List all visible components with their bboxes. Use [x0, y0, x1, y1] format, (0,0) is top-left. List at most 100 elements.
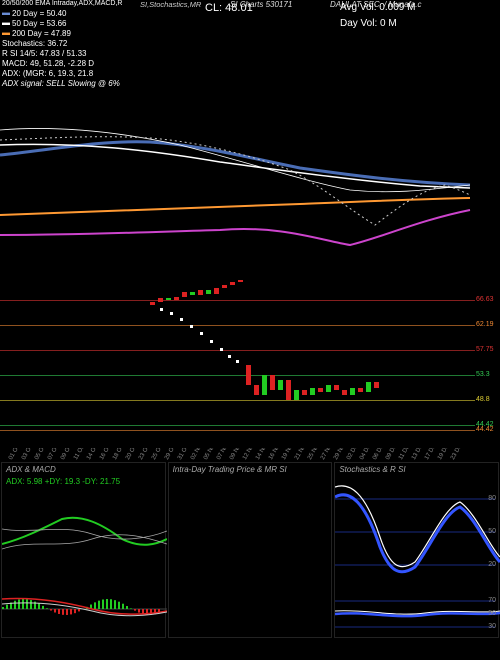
price-level-line [0, 375, 475, 376]
candle-body [230, 282, 235, 285]
candle-body [222, 285, 227, 288]
stoch-50: 50 [488, 528, 496, 535]
price-level-line [0, 430, 475, 431]
price-level-line [0, 350, 475, 351]
date-tick: 31 Oct [177, 448, 191, 460]
candle-body [270, 375, 275, 390]
candle-body [278, 380, 283, 390]
rsi-70: 70 [488, 597, 496, 604]
price-level-line [0, 400, 475, 401]
candle-body [166, 298, 171, 300]
candle-body [366, 382, 371, 392]
candle-chart: 66.6362.1957.7553.348.844.4244.42 01 Oct… [0, 260, 500, 460]
ma-chart [0, 90, 500, 260]
bottom-panels: ADX & MACD ADX: 5.98 +DY: 19.3 -DY: 21.7… [0, 460, 500, 640]
panel2-title: Intra-Day Trading Price & MR SI [173, 465, 287, 474]
trail-dot [200, 332, 203, 335]
adx-signal: ADX signal: SELL Slowing @ 6% [2, 79, 120, 88]
stoch-80: 80 [488, 495, 496, 502]
avg-vol: Avg Vol: 0.009 M [340, 2, 415, 13]
rsi-label: R SI 14/5: 47.83 / 51.33 [2, 49, 87, 58]
date-tick: 23 Dec [450, 448, 465, 460]
candle-body [310, 388, 315, 395]
stoch-label: Stochastics: 36.72 [2, 39, 67, 48]
candle-body [150, 302, 155, 305]
rsi-svg [335, 589, 500, 639]
candle-body [246, 365, 251, 385]
stoch-svg [335, 477, 500, 587]
candle-body [238, 280, 243, 282]
marker-ema20-icon: ▬ [2, 8, 10, 17]
macd-svg [2, 579, 167, 639]
date-tick: 11 Dec [398, 448, 412, 460]
candle-body [198, 290, 203, 295]
date-tick: 16 Oct [99, 448, 113, 460]
candle-body [206, 290, 211, 294]
rsi-30: 30 [488, 623, 496, 630]
adx-label: ADX: (MGR: 6, 19.3, 21.8 [2, 69, 93, 78]
candle-body [334, 385, 339, 390]
price-level-label: 44.42 [476, 426, 500, 433]
price-level-line [0, 300, 475, 301]
intraday-panel: Intra-Day Trading Price & MR SI [168, 462, 333, 638]
adx-reading: ADX: 5.98 +DY: 19.3 -DY: 21.75 [6, 477, 120, 486]
price-level-line [0, 325, 475, 326]
price-level-label: 53.3 [476, 371, 500, 378]
trail-dot [180, 318, 183, 321]
candle-body [342, 390, 347, 395]
marker-ema200-icon: ▬ [2, 28, 10, 37]
trail-dot [210, 340, 213, 343]
header-region: 20/50/200 EMA Intraday,ADX,MACD,R SI,Sto… [0, 0, 500, 90]
candle-body [174, 297, 179, 300]
candle-body [302, 390, 307, 395]
adx-macd-panel: ADX & MACD ADX: 5.98 +DY: 19.3 -DY: 21.7… [1, 462, 166, 638]
marker-ema50-icon: ▬ [2, 18, 10, 27]
stoch-panel: Stochastics & R SI 80 50 20 70 50 30 [334, 462, 499, 638]
rsi-50: 50 [488, 610, 496, 617]
date-tick: 25 Oct [151, 448, 165, 460]
candle-body [182, 292, 187, 297]
date-axis: 01 Oct03 Oct05 Oct07 Oct09 Oct11 Oct14 O… [0, 448, 500, 460]
panel3-title: Stochastics & R SI [339, 465, 405, 474]
macd-label: MACD: 49, 51.28, -2.28 D [2, 59, 94, 68]
date-tick: 18 Oct [112, 448, 126, 460]
trail-dot [190, 325, 193, 328]
date-tick: 11 Oct [73, 448, 87, 460]
ema20-label: 20 Day = 50.40 [12, 9, 66, 18]
price-level-label: 66.63 [476, 296, 500, 303]
date-tick: 09 Oct [60, 448, 74, 460]
trail-dot [236, 360, 239, 363]
trail-dot [220, 348, 223, 351]
date-tick: 01 Oct [8, 448, 22, 460]
candle-body [350, 388, 355, 395]
price-level-label: 57.75 [476, 346, 500, 353]
candle-body [294, 390, 299, 400]
title-indicators: 20/50/200 EMA Intraday,ADX,MACD,R [2, 0, 122, 7]
ma-svg [0, 90, 475, 260]
close-price: CL: 48.01 [205, 2, 253, 14]
si-stoch-label: SI,Stochastics,MR [140, 0, 201, 9]
price-level-label: 62.19 [476, 321, 500, 328]
trail-dot [228, 355, 231, 358]
candle-body [158, 298, 163, 302]
candle-body [190, 292, 195, 295]
adx-svg [2, 489, 167, 579]
date-tick: 05 Oct [34, 448, 48, 460]
date-tick: 29 Oct [164, 448, 178, 460]
day-vol: Day Vol: 0 M [340, 18, 397, 29]
candle-body [326, 385, 331, 392]
ema50-label: 50 Day = 53.66 [12, 19, 66, 28]
stoch-20: 20 [488, 561, 496, 568]
candle-body [214, 288, 219, 294]
date-tick: 20 Oct [125, 448, 139, 460]
date-tick: 14 Oct [86, 448, 100, 460]
date-tick: 23 Oct [138, 448, 152, 460]
candle-body [318, 388, 323, 392]
trail-dot [160, 308, 163, 311]
candle-body [374, 382, 379, 388]
date-tick: 03 Oct [21, 448, 35, 460]
trail-dot [170, 312, 173, 315]
date-tick: 07 Oct [47, 448, 61, 460]
price-level-label: 48.8 [476, 396, 500, 403]
panel1-title: ADX & MACD [6, 465, 56, 474]
